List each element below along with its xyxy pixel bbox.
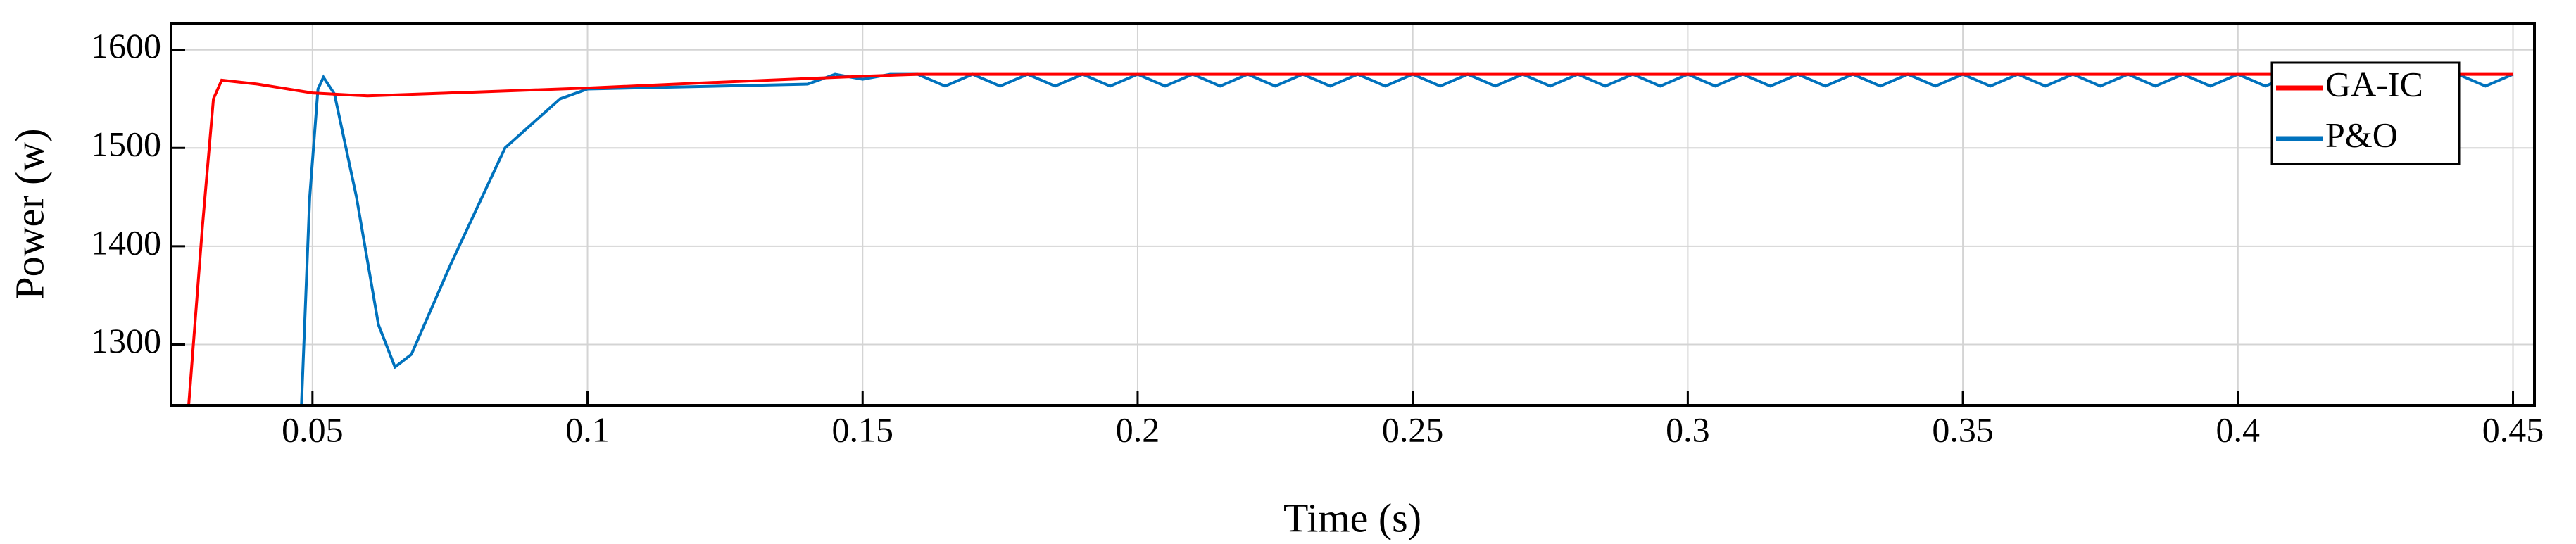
legend-label: GA-IC: [2325, 64, 2423, 103]
plot-frame: [170, 22, 2536, 407]
y-tick-label: 1400: [91, 222, 161, 262]
x-tick-label: 0.1: [565, 410, 610, 449]
data-line: [187, 72, 2513, 405]
legend-box: [2270, 61, 2461, 165]
y-tick-label: 1500: [91, 125, 161, 164]
y-tick-label: 1300: [91, 321, 161, 360]
x-axis-label: Time (s): [1283, 495, 1421, 540]
x-tick-label: 0.35: [1932, 410, 1994, 449]
y-tick-label: 1600: [91, 26, 161, 65]
x-tick-label: 0.15: [832, 410, 894, 449]
y-axis-label: Power (w): [6, 128, 52, 299]
x-tick-label: 0.4: [2216, 410, 2261, 449]
data-line: [300, 72, 2514, 405]
x-tick-label: 0.45: [2482, 410, 2544, 449]
x-tick-label: 0.05: [282, 410, 344, 449]
x-tick-label: 0.2: [1116, 410, 1160, 449]
x-tick-label: 0.3: [1666, 410, 1710, 449]
x-tick-label: 0.25: [1382, 410, 1444, 449]
legend-label: P&O: [2325, 115, 2398, 154]
